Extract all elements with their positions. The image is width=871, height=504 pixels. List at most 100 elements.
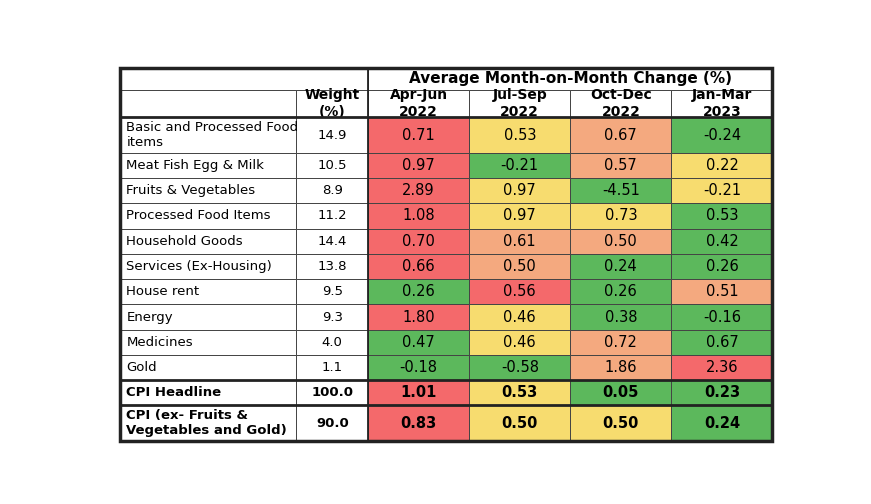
Bar [296,254,368,279]
Text: 14.9: 14.9 [318,129,347,142]
Bar [296,380,368,406]
Text: Jan-Mar
2023: Jan-Mar 2023 [692,88,753,119]
Bar [296,117,368,153]
Bar [368,203,469,229]
Bar [469,380,571,406]
Bar [368,406,469,441]
Bar [571,117,672,153]
Bar [296,153,368,178]
Bar [672,203,773,229]
Text: -0.21: -0.21 [703,183,741,198]
Text: 0.46: 0.46 [503,335,536,350]
Text: 10.5: 10.5 [318,159,347,172]
Bar [571,355,672,380]
Text: Meat Fish Egg & Milk: Meat Fish Egg & Milk [126,159,264,172]
Text: 2.36: 2.36 [706,360,739,375]
Bar [120,330,296,355]
Text: 0.66: 0.66 [402,259,435,274]
Text: 0.50: 0.50 [502,416,538,431]
Bar [120,117,296,153]
Bar [672,279,773,304]
Text: 0.05: 0.05 [603,386,639,400]
Bar [672,90,773,117]
Text: -0.58: -0.58 [501,360,539,375]
Text: 0.97: 0.97 [503,183,537,198]
Bar [469,254,571,279]
Bar [368,254,469,279]
Bar [469,90,571,117]
Bar [120,380,296,406]
Text: 0.83: 0.83 [401,416,436,431]
Bar [571,330,672,355]
Bar [672,229,773,254]
Text: 8.9: 8.9 [321,184,342,197]
Text: CPI (ex- Fruits &
Vegetables and Gold): CPI (ex- Fruits & Vegetables and Gold) [126,409,287,437]
Text: 0.50: 0.50 [503,259,537,274]
Text: 0.24: 0.24 [704,416,740,431]
Bar [296,178,368,203]
Text: 0.26: 0.26 [706,259,739,274]
Text: 90.0: 90.0 [316,417,348,430]
Text: 0.50: 0.50 [604,234,638,249]
Text: Medicines: Medicines [126,336,193,349]
Bar [368,153,469,178]
Bar [296,279,368,304]
Text: 0.56: 0.56 [503,284,536,299]
Text: -0.24: -0.24 [703,128,741,143]
Bar [469,330,571,355]
Bar [571,90,672,117]
Bar [368,304,469,330]
Text: 0.61: 0.61 [503,234,536,249]
Text: House rent: House rent [126,285,199,298]
Bar [296,229,368,254]
Text: 0.53: 0.53 [706,209,739,223]
Bar [120,229,296,254]
Text: 13.8: 13.8 [318,260,347,273]
Text: Oct-Dec
2022: Oct-Dec 2022 [590,88,652,119]
Bar [672,406,773,441]
Bar [368,90,469,117]
Bar [120,254,296,279]
Bar [571,406,672,441]
Text: 0.47: 0.47 [402,335,435,350]
Bar [469,178,571,203]
Text: 0.53: 0.53 [502,386,538,400]
Bar [672,117,773,153]
Bar [368,380,469,406]
Text: Fruits & Vegetables: Fruits & Vegetables [126,184,255,197]
Bar [571,279,672,304]
Bar [120,355,296,380]
Bar [672,153,773,178]
Text: 0.22: 0.22 [706,158,739,173]
Text: -0.18: -0.18 [400,360,437,375]
Text: 0.97: 0.97 [503,209,537,223]
Text: 0.42: 0.42 [706,234,739,249]
Bar [469,229,571,254]
Text: 1.86: 1.86 [604,360,637,375]
Text: 0.67: 0.67 [604,128,638,143]
Bar [368,117,469,153]
Text: 0.53: 0.53 [503,128,536,143]
Text: 1.08: 1.08 [402,209,435,223]
Bar [571,304,672,330]
Bar [368,330,469,355]
Bar [571,229,672,254]
Text: 0.38: 0.38 [604,309,637,325]
Text: 9.3: 9.3 [321,310,343,324]
Bar [120,178,296,203]
Text: 0.26: 0.26 [604,284,638,299]
Text: 0.26: 0.26 [402,284,435,299]
Bar [469,203,571,229]
Text: 14.4: 14.4 [318,235,347,248]
Text: 0.67: 0.67 [706,335,739,350]
Bar [368,68,773,90]
Bar [120,406,296,441]
Bar [296,304,368,330]
Bar [469,406,571,441]
Text: 0.50: 0.50 [603,416,639,431]
Text: Energy: Energy [126,310,173,324]
Text: 0.23: 0.23 [704,386,740,400]
Bar [120,90,296,117]
Bar [672,355,773,380]
Bar [469,153,571,178]
